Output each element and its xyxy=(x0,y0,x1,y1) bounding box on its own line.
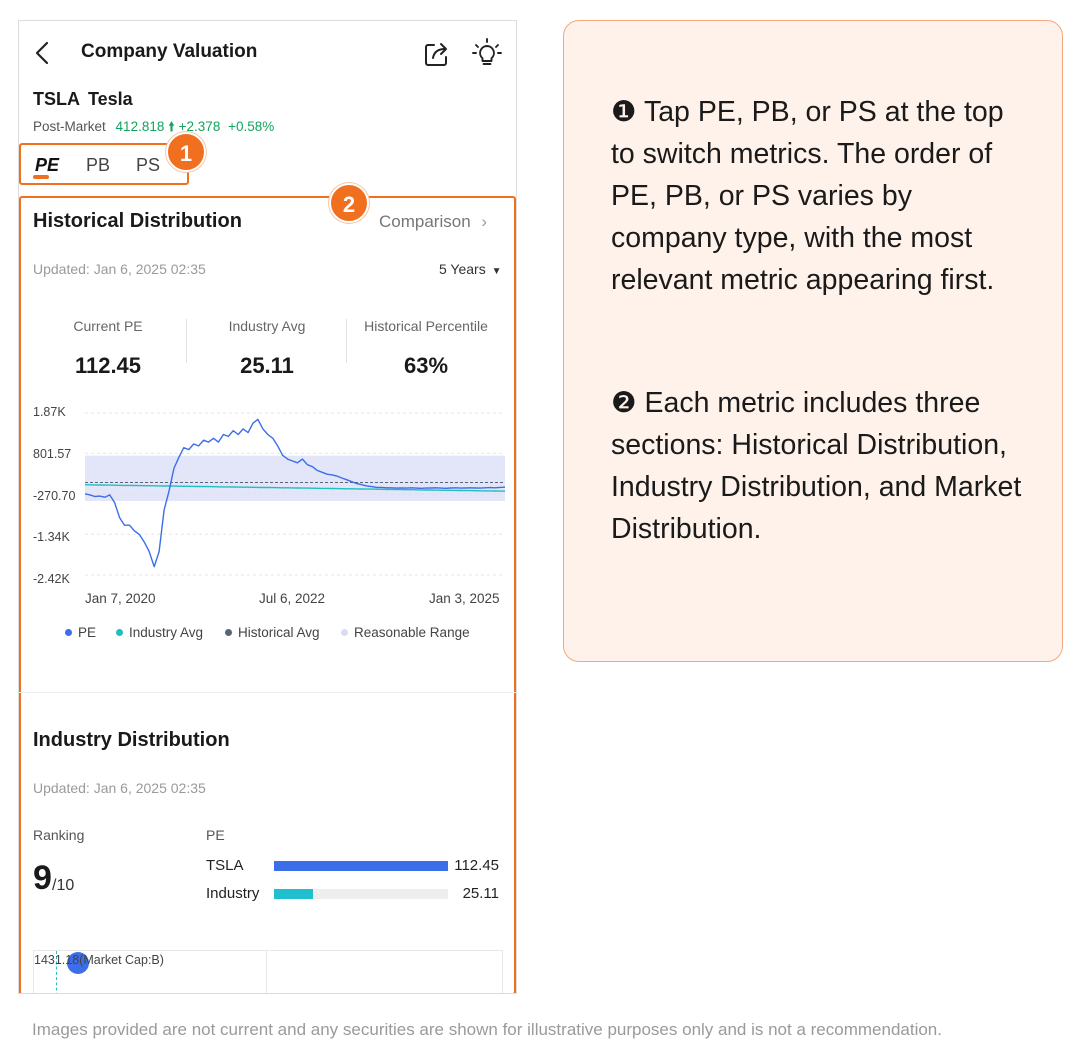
legend-label: PE xyxy=(78,625,97,640)
stat-divider xyxy=(186,319,187,363)
x-tick-label: Jan 7, 2020 xyxy=(85,591,156,606)
caret-down-icon: ▼ xyxy=(491,266,502,277)
legend-dot xyxy=(341,629,348,636)
bar-track xyxy=(274,889,448,899)
tab-ps[interactable]: PS xyxy=(136,155,161,175)
quote-line: Post-Market 412.818 🠙 +2.378 +0.58% xyxy=(33,117,274,140)
stock-name: Tesla xyxy=(88,89,133,109)
industry-title: Industry Distribution xyxy=(33,729,230,751)
phone-screen: Company Valuation TSLA Tesla Post-Market … xyxy=(18,20,517,994)
y-tick-label: -2.42K xyxy=(33,572,70,586)
comparison-label: Comparison xyxy=(379,212,471,231)
callout-point-1: ❶ Tap PE, PB, or PS at the top to switch… xyxy=(611,96,1004,296)
tab-pe[interactable]: PE xyxy=(35,155,60,175)
ranking-label: Ranking xyxy=(33,827,85,843)
bar-value-industry: 25.11 xyxy=(462,885,499,902)
y-tick-label: 801.57 xyxy=(33,447,72,461)
legend-dot xyxy=(225,629,232,636)
stock-title: TSLA Tesla xyxy=(33,89,133,110)
y-tick-label: 1.87K xyxy=(33,405,66,419)
stat-percentile-label: Historical Percentile xyxy=(364,318,488,334)
historical-chart[interactable] xyxy=(85,403,505,583)
legend-label: Historical Avg xyxy=(238,625,320,640)
industry-updated: Updated: Jan 6, 2025 02:35 xyxy=(33,780,206,796)
step-badge-1: 1 xyxy=(166,132,206,172)
legend-item-industry-avg: Industry Avg xyxy=(116,625,203,640)
legend-dot xyxy=(65,629,72,636)
back-arrow-icon[interactable] xyxy=(31,39,55,67)
metric-tabs: PE PB PS xyxy=(19,143,189,185)
step-badge-2: 2 xyxy=(329,183,369,223)
bar-tsla xyxy=(274,861,448,871)
y-tick-label: -1.34K xyxy=(33,530,70,544)
market-point[interactable] xyxy=(67,952,89,974)
tab-pb[interactable]: PB xyxy=(86,155,111,175)
industry-avg-line xyxy=(85,484,505,492)
pe-line xyxy=(85,418,505,568)
reference-line xyxy=(56,951,57,993)
legend-label: Industry Avg xyxy=(129,625,204,640)
legend-label: Reasonable Range xyxy=(354,625,470,640)
price-value: 412.818 xyxy=(115,119,165,134)
nav-bar: Company Valuation xyxy=(19,21,516,85)
bar-label-industry: Industry xyxy=(206,885,260,902)
range-select-label: 5 Years xyxy=(439,261,486,277)
market-distribution-chart[interactable]: 1431.18(Market Cap:B) xyxy=(33,950,503,993)
y-tick-label: -270.70 xyxy=(33,489,76,503)
callout-point-2: ❷ Each metric includes three sections: H… xyxy=(611,387,1022,545)
legend-item-pe: PE xyxy=(65,625,96,640)
historical-title: Historical Distribution xyxy=(33,210,242,232)
tab-active-indicator xyxy=(33,175,49,179)
market-cap-label: 1431.18(Market Cap:B) xyxy=(34,953,164,967)
x-tick-label: Jul 6, 2022 xyxy=(259,591,326,606)
stat-percentile-value: 63% xyxy=(403,353,449,378)
ranking-total: /10 xyxy=(52,877,75,894)
x-tick-label: Jan 3, 2025 xyxy=(429,591,500,606)
chevron-right-icon: › xyxy=(481,212,488,231)
legend-item-historical-avg: Historical Avg xyxy=(225,625,320,640)
bar-label-tsla: TSLA xyxy=(206,857,244,874)
grid-line xyxy=(266,951,267,993)
disclaimer-text: Images provided are not current and any … xyxy=(32,1020,942,1039)
bar-industry xyxy=(274,889,313,899)
stat-divider xyxy=(346,319,347,363)
legend-item-reasonable-range: Reasonable Range xyxy=(341,625,470,640)
page-title: Company Valuation xyxy=(81,41,258,62)
lightbulb-icon[interactable] xyxy=(471,37,503,69)
reasonable-range-band xyxy=(85,455,505,501)
stat-current-pe-label: Current PE xyxy=(73,318,143,334)
historical-updated: Updated: Jan 6, 2025 02:35 xyxy=(33,261,206,277)
ranking-value: 9 xyxy=(33,859,52,897)
stock-symbol: TSLA xyxy=(33,89,80,109)
stat-industry-avg-value: 25.11 xyxy=(240,353,294,378)
up-arrow-icon: 🠙 xyxy=(168,119,175,134)
stat-current-pe-value: 112.45 xyxy=(74,353,142,378)
range-select[interactable]: 5 Years ▼ xyxy=(439,261,502,277)
price-change: +2.378 xyxy=(178,119,221,134)
bar-track xyxy=(274,861,448,871)
stat-industry-avg-label: Industry Avg xyxy=(228,318,306,334)
industry-metric-label: PE xyxy=(206,827,225,843)
bar-value-tsla: 112.45 xyxy=(454,857,499,874)
comparison-link[interactable]: Comparison › xyxy=(379,212,487,232)
price-change-pct: +0.58% xyxy=(228,119,275,134)
legend-dot xyxy=(116,629,123,636)
share-icon[interactable] xyxy=(422,39,452,69)
section-divider xyxy=(19,692,516,693)
instruction-callout: ❶ Tap PE, PB, or PS at the top to switch… xyxy=(563,20,1063,662)
session-label: Post-Market xyxy=(33,119,106,134)
